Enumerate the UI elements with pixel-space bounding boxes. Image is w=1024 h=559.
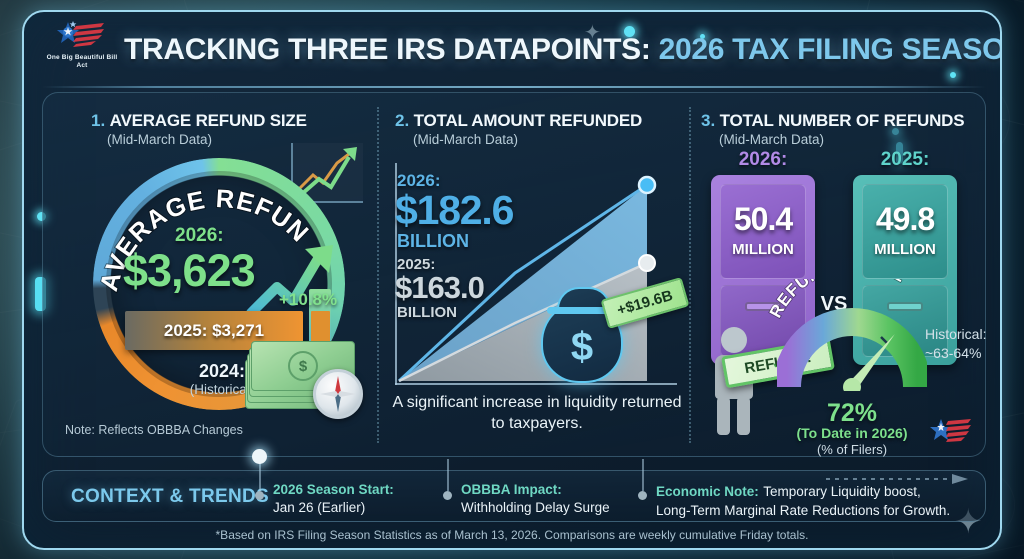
title-highlight: 2026 TAX FILING SEASON [658,33,1002,66]
context-item-economic-note: Economic Note: Temporary Liquidity boost… [656,481,950,520]
context-item-key: 2026 Season Start: [273,482,394,497]
context-item-value: Withholding Delay Surge [461,499,610,515]
panel3-heading: 3. TOTAL NUMBER OF REFUNDS [701,111,965,131]
panel3-year-2025: 2025: [880,149,930,170]
historical-label: Historical: [925,326,987,342]
page-title: TRACKING THREE IRS DATAPOINTS: 2026 TAX … [124,33,1002,67]
panel1-note: Note: Reflects OBBBA Changes [65,423,243,437]
context-bullet-dot [443,491,452,500]
panel3-value-2025: 49.8 [875,201,935,237]
panel1-value-2026: $3,623 [123,245,256,296]
panel3-subtitle: (Mid-March Data) [719,132,825,147]
panel1-label-2024-sub: (Historical) [189,382,255,397]
context-item-key: OBBBA Impact: [461,482,562,497]
panel2-number: 2. [395,111,410,130]
refund-share-gauge [773,303,931,396]
decor-glow-dot [950,72,956,78]
panel2-heading: 2. TOTAL AMOUNT REFUNDED [395,111,642,131]
panel3-number: 3. [701,111,716,130]
chart-y-axis [395,163,397,385]
growth-arrow-icon [246,245,333,318]
decor-glow-bar [35,277,46,311]
decor-glow-dot [624,26,635,37]
panel2-unit-2025: BILLION [397,304,457,321]
panel-total-amount-refunded: 2. TOTAL AMOUNT REFUNDED (Mid-March Data… [381,93,691,458]
panel1-title: AVERAGE REFUND SIZE [109,111,307,130]
panel1-bar-2025: 2025: $3,271 [125,311,303,350]
context-bullet-stem [259,457,261,491]
panel-separator [689,107,691,443]
panel2-title: TOTAL AMOUNT REFUNDED [413,111,643,130]
panel3-value-2026: 50.4 [733,201,793,237]
drawer-handle [887,302,923,311]
header: One Big Beautiful Bill Act TRACKING THRE… [24,12,1000,82]
decor-arrow-line [826,474,968,484]
context-bullet-dot [255,491,264,500]
trend-minichart-icon [291,143,363,203]
gauge-value: 72% [826,399,878,427]
panel2-caption: A significant increase in liquidity retu… [392,394,682,432]
panel2-label-2025: 2025: [397,256,436,273]
context-item-value-2: Long-Term Marginal Rate Reductions for G… [656,503,951,519]
chart-x-axis [395,383,677,385]
panel1-label-2026: 2026: [175,225,224,246]
panels-band: 1. AVERAGE REFUND SIZE (Mid-March Data) … [42,92,986,457]
context-bullet-stem [447,459,449,491]
title-main: TRACKING THREE IRS DATAPOINTS: [124,33,659,66]
context-item-value: Jan 26 (Earlier) [273,499,366,515]
decor-glow-dot [37,212,46,221]
panel-total-number-of-refunds: 3. TOTAL NUMBER OF REFUNDS (Mid-March Da… [693,93,987,458]
panel1-heading: 1. AVERAGE REFUND SIZE [91,111,307,131]
obbba-logo: One Big Beautiful Bill Act [46,20,118,70]
infographic-card: ✦ ✦ One Big Beautiful Bill Act TRACKING … [22,10,1002,550]
logo-caption: One Big Beautiful Bill Act [46,54,118,70]
footnote: *Based on IRS Filing Season Statistics a… [215,528,809,542]
panel1-bar-2025-tail [311,311,330,350]
panel2-value-2026: $182.6 [395,187,514,233]
context-bullet-cap [252,449,267,464]
context-item-season-start: 2026 Season Start: Jan 26 (Earlier) [273,481,394,517]
historical-reference: Historical: ~63-64% [925,325,986,363]
panel1-label-2024: 2024: [198,361,246,381]
panel1-bar-2025-label: 2025: $3,271 [163,320,265,340]
panel1-subtitle: (Mid-March Data) [107,132,213,147]
panel1-number: 1. [91,111,106,130]
drawer-handle [745,302,781,311]
context-item-value: Temporary Liquidity boost, [763,484,921,499]
panel1-change-pct: +10.8% [279,290,338,309]
sparkle-icon: ✦ [584,22,601,44]
gauge-sublabel: (To Date in 2026) [796,425,908,441]
panel2-value-2025: $163.0 [395,270,485,305]
card-drawer-top: 49.8 MILLION [862,184,948,279]
context-item-key: Economic Note: [656,484,759,499]
dollar-sign: $ [570,325,594,369]
panel3-year-2026: 2026: [738,149,788,170]
panel3-unit-2025: MILLION [874,241,936,258]
context-bullet-dot [638,491,647,500]
flag-icon-small [929,415,975,449]
header-divider [42,86,986,88]
panel2-unit-2026: BILLION [397,231,469,251]
decor-glow-dot [700,34,705,39]
historical-value: ~63-64% [925,344,982,361]
context-item-line1: Economic Note: Temporary Liquidity boost… [656,481,950,502]
panel3-unit-2026: MILLION [732,241,794,258]
gauge-sublabel-2: (% of Filers) [816,442,888,457]
context-item-obbba-impact: OBBBA Impact: Withholding Delay Surge [461,481,610,517]
panel2-subtitle: (Mid-March Data) [413,132,519,147]
panel2-label-2026: 2026: [397,171,441,190]
flag-icon [46,20,118,54]
compass-icon [313,369,363,419]
context-title: CONTEXT & TRENDS [71,486,269,507]
panel-separator [377,107,379,443]
panel-average-refund-size: 1. AVERAGE REFUND SIZE (Mid-March Data) … [47,93,377,458]
money-stack-icon: $ [245,325,363,419]
panel3-title: TOTAL NUMBER OF REFUNDS [719,111,965,130]
card-drawer-top: 50.4 MILLION [720,184,806,279]
context-bullet-stem [642,459,644,491]
